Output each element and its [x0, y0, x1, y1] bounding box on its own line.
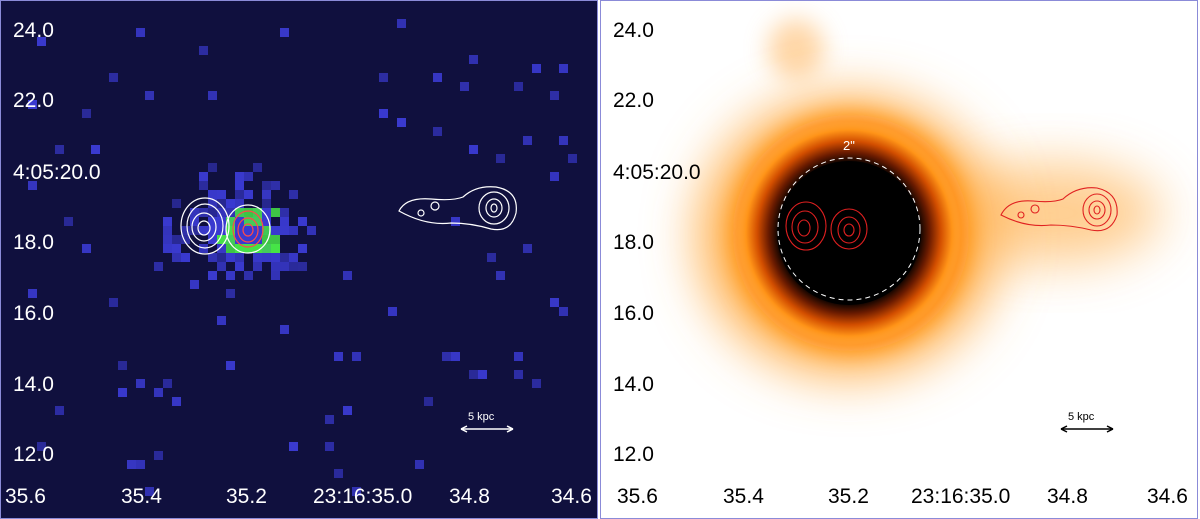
y-tick-label: 4:05:20.0: [13, 161, 101, 184]
x-tick-label: 23:16:35.0: [313, 485, 413, 508]
aperture-label: 2": [843, 138, 855, 153]
y-tick-label: 24.0: [613, 19, 654, 42]
right-image-panel: 2" 5 kpc 24.0 22.0 4:05:20.0 18.0 16.0 1…: [600, 0, 1198, 519]
x-tick-label: 35.2: [828, 485, 869, 508]
x-tick-label: 23:16:35.0: [911, 485, 1011, 508]
y-tick-label: 22.0: [13, 89, 54, 112]
left-image-canvas: [28, 19, 577, 496]
left-image-panel: 5 kpc 24.0 22.0 4:05:20.0 18.0 16.0 14.0…: [0, 0, 598, 519]
left-contours: [180, 186, 517, 255]
y-tick-label: 24.0: [13, 19, 54, 42]
x-tick-label: 35.6: [617, 485, 658, 508]
y-tick-label: 18.0: [613, 231, 654, 254]
y-tick-label: 14.0: [613, 373, 654, 396]
y-tick-label: 12.0: [13, 443, 54, 466]
y-tick-label: 18.0: [13, 231, 54, 254]
x-tick-label: 34.8: [449, 485, 490, 508]
y-tick-label: 14.0: [13, 373, 54, 396]
y-tick-label: 22.0: [613, 89, 654, 112]
right-image-canvas: [699, 19, 1161, 433]
pixel-map: [28, 19, 577, 496]
scale-bar-label: 5 kpc: [468, 411, 495, 423]
y-tick-label: 16.0: [13, 302, 54, 325]
scale-bar: [1060, 425, 1114, 433]
x-tick-label: 35.2: [226, 485, 267, 508]
x-tick-label: 34.6: [1147, 485, 1188, 508]
scale-bar: [460, 425, 514, 433]
x-tick-label: 35.6: [5, 485, 46, 508]
y-tick-label: 12.0: [613, 443, 654, 466]
aperture-circle: [777, 157, 921, 301]
x-tick-label: 35.4: [723, 485, 764, 508]
scale-bar-label: 5 kpc: [1068, 411, 1095, 423]
y-tick-label: 16.0: [613, 302, 654, 325]
right-contours: [785, 187, 1118, 251]
x-tick-label: 34.6: [551, 485, 592, 508]
x-tick-label: 35.4: [121, 485, 162, 508]
core-center: [777, 161, 921, 305]
x-tick-label: 34.8: [1047, 485, 1088, 508]
y-tick-label: 4:05:20.0: [613, 161, 701, 184]
